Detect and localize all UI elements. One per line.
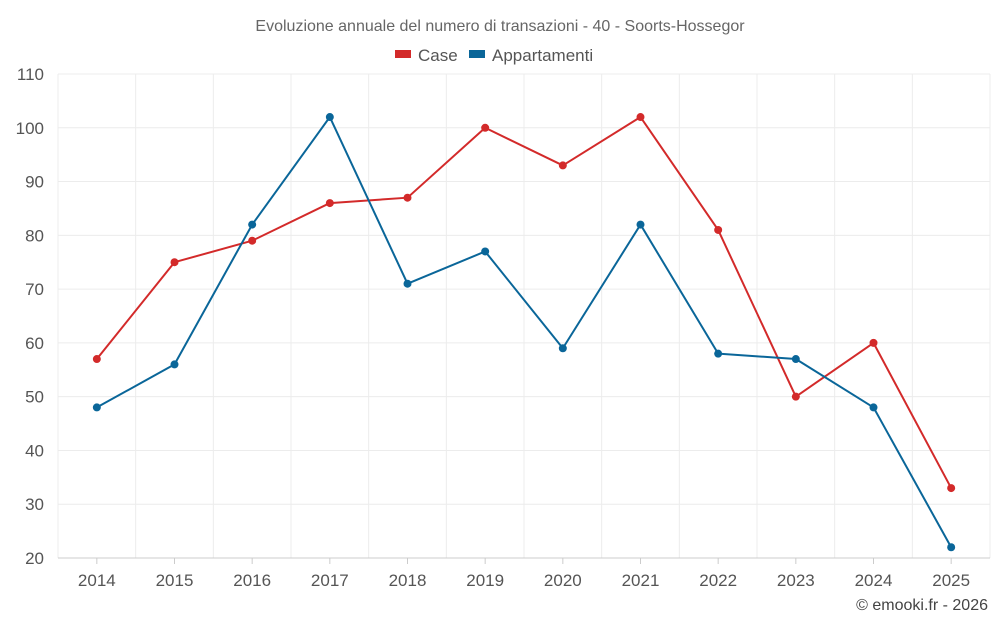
data-point-appartamenti-2024[interactable]	[869, 403, 878, 412]
series-line-case	[96, 116, 953, 489]
data-point-appartamenti-2017[interactable]	[325, 113, 334, 122]
data-point-appartamenti-2016[interactable]	[248, 220, 257, 229]
x-tick-label-2015: 2015	[156, 571, 194, 590]
data-point-case-2021[interactable]	[636, 113, 645, 122]
y-tick-label-80: 80	[25, 226, 44, 245]
data-point-case-2025[interactable]	[947, 484, 956, 493]
data-point-case-2023[interactable]	[791, 392, 800, 401]
legend-swatch-case	[395, 50, 411, 58]
x-tick-label-2019: 2019	[466, 571, 504, 590]
data-point-appartamenti-2020[interactable]	[558, 344, 567, 353]
data-point-case-2019[interactable]	[481, 123, 490, 132]
data-point-appartamenti-2023[interactable]	[791, 355, 800, 364]
data-point-appartamenti-2014[interactable]	[92, 403, 101, 412]
y-tick-label-50: 50	[25, 388, 44, 407]
x-tick-label-2018: 2018	[389, 571, 427, 590]
legend-swatch-appartamenti	[469, 50, 485, 58]
y-tick-label-100: 100	[16, 119, 44, 138]
x-tick-label-2025: 2025	[932, 571, 970, 590]
y-tick-label-90: 90	[25, 173, 44, 192]
data-point-case-2018[interactable]	[403, 193, 412, 202]
y-tick-label-20: 20	[25, 549, 44, 568]
credit-text: © emooki.fr - 2026	[856, 597, 988, 614]
legend-label-case: Case	[418, 46, 458, 65]
chart-title: Evoluzione annuale del numero di transaz…	[255, 18, 745, 35]
series-line-appartamenti	[96, 116, 953, 548]
data-point-appartamenti-2015[interactable]	[170, 360, 179, 369]
data-point-case-2024[interactable]	[869, 338, 878, 347]
y-tick-label-110: 110	[17, 65, 44, 84]
x-tick-label-2024: 2024	[855, 571, 893, 590]
series-appartamenti	[92, 113, 956, 552]
y-tick-label-70: 70	[25, 280, 44, 299]
grid-lines	[57, 73, 991, 559]
y-tick-label-30: 30	[25, 495, 44, 514]
x-tick-label-2021: 2021	[622, 571, 660, 590]
legend: Case Appartamenti	[395, 46, 593, 65]
x-tick-label-2017: 2017	[311, 571, 349, 590]
data-point-case-2017[interactable]	[325, 199, 334, 208]
data-point-case-2022[interactable]	[714, 225, 723, 234]
series-layer	[92, 113, 956, 552]
x-axis-ticks: 2014 2015 2016 2017 2018 2019 2020 2021 2022 2023…	[78, 558, 970, 590]
data-point-case-2014[interactable]	[92, 355, 101, 364]
data-point-appartamenti-2018[interactable]	[403, 279, 412, 288]
y-tick-label-40: 40	[25, 441, 44, 460]
legend-label-appartamenti: Appartamenti	[492, 46, 593, 65]
x-tick-label-2020: 2020	[544, 571, 582, 590]
data-point-case-2016[interactable]	[248, 236, 257, 245]
data-point-appartamenti-2025[interactable]	[947, 543, 956, 552]
x-tick-label-2014: 2014	[78, 571, 116, 590]
y-axis-ticks: 20 30 40 50 60 70 80 90 100 110	[16, 65, 44, 568]
series-case	[92, 113, 956, 493]
data-point-appartamenti-2022[interactable]	[714, 349, 723, 358]
y-tick-label-60: 60	[25, 334, 44, 353]
x-tick-label-2022: 2022	[699, 571, 737, 590]
data-point-case-2015[interactable]	[170, 258, 179, 267]
data-point-appartamenti-2021[interactable]	[636, 220, 645, 229]
x-tick-label-2016: 2016	[233, 571, 271, 590]
data-point-case-2020[interactable]	[558, 161, 567, 170]
data-point-appartamenti-2019[interactable]	[481, 247, 490, 256]
x-tick-label-2023: 2023	[777, 571, 815, 590]
